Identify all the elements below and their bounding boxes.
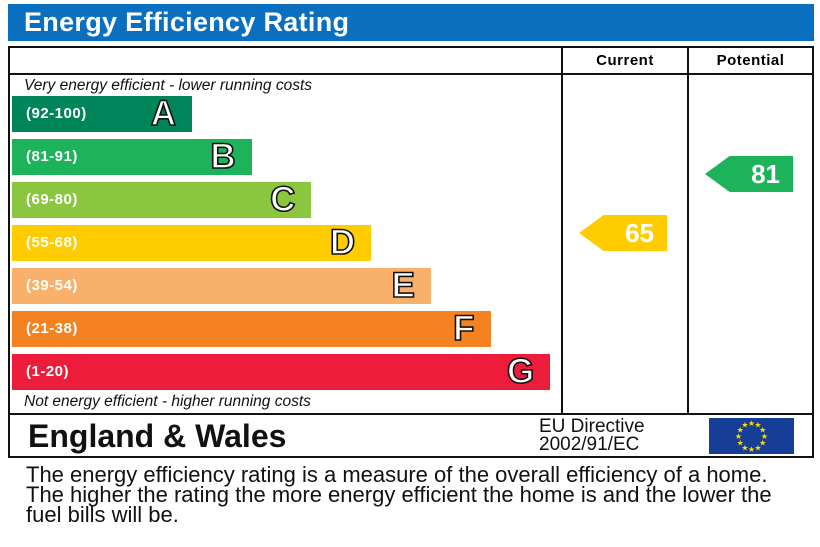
- star-icon: ★: [759, 439, 766, 448]
- star-icon: ★: [741, 421, 748, 430]
- description: The energy efficiency rating is a measur…: [26, 462, 772, 527]
- band-letter: G: [506, 351, 535, 392]
- star-icon: ★: [754, 421, 761, 430]
- band-b: (81-91) B: [12, 136, 252, 177]
- band-letter: F: [452, 308, 475, 349]
- band-range: (55-68): [26, 234, 78, 251]
- band-letter: D: [329, 222, 356, 263]
- star-icon: ★: [754, 443, 761, 452]
- band-f: (21-38) F: [12, 308, 491, 349]
- band-letter: B: [210, 136, 237, 177]
- star-icon: ★: [748, 445, 755, 454]
- directive-line-2: 2002/91/EC: [539, 434, 640, 455]
- band-range: (1-20): [26, 363, 70, 380]
- column-divider: [561, 48, 563, 414]
- band-range: (21-38): [26, 320, 78, 337]
- band-c: (69-80) C: [12, 179, 312, 220]
- band-range: (39-54): [26, 277, 78, 294]
- band-range: (92-100): [26, 105, 87, 122]
- band-letter: E: [391, 265, 416, 306]
- footer-divider: [10, 413, 812, 415]
- star-icon: ★: [741, 443, 748, 452]
- star-icon: ★: [761, 432, 768, 441]
- band-d: (55-68) D: [12, 222, 372, 263]
- header-divider: [10, 73, 812, 75]
- eu-flag-icon: ★ ★ ★ ★ ★ ★ ★ ★ ★ ★ ★ ★: [709, 418, 794, 454]
- star-icon: ★: [737, 439, 744, 448]
- region-label: England & Wales: [28, 418, 287, 454]
- band-e: (39-54) E: [12, 265, 431, 306]
- potential-column-header: Potential: [716, 52, 785, 69]
- top-note: Very energy efficient - lower running co…: [24, 77, 313, 94]
- band-a: (92-100) A: [12, 93, 192, 134]
- current-rating-arrow: 65: [579, 215, 667, 251]
- band-range: (69-80): [26, 191, 78, 208]
- band-letter: A: [150, 93, 177, 134]
- current-column-header: Current: [596, 52, 654, 69]
- star-icon: ★: [737, 426, 744, 435]
- directive-line-1: EU Directive: [539, 416, 645, 437]
- band-letter: C: [269, 179, 296, 220]
- eu-directive: EU Directive 2002/91/EC: [539, 416, 645, 455]
- band-g: (1-20) G: [12, 351, 551, 392]
- star-icon: ★: [759, 426, 766, 435]
- star-icon: ★: [735, 432, 742, 441]
- bottom-note: Not energy efficient - higher running co…: [24, 393, 311, 410]
- star-icon: ★: [748, 419, 755, 428]
- chart-title: Energy Efficiency Rating: [8, 4, 814, 41]
- band-range: (81-91): [26, 148, 78, 165]
- potential-rating-arrow: 81: [705, 156, 793, 192]
- column-divider: [687, 48, 689, 414]
- rating-frame: Current Potential Very energy efficient …: [8, 46, 814, 458]
